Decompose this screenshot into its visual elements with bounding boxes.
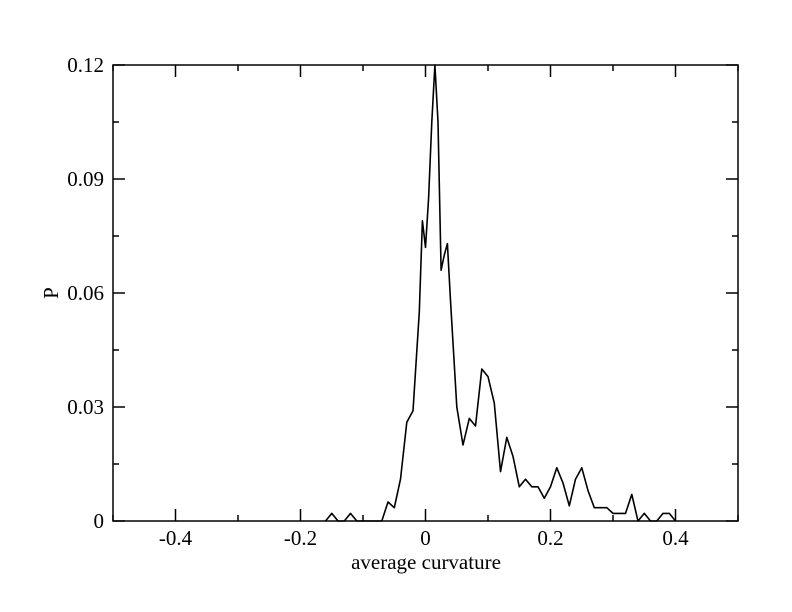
x-tick-label: 0.4 [662, 526, 689, 550]
x-tick-label: -0.4 [159, 526, 193, 550]
y-tick-label: 0.03 [67, 395, 104, 419]
y-tick-label: 0.09 [67, 167, 104, 191]
x-tick-label: 0 [420, 526, 431, 550]
y-tick-label: 0.12 [67, 53, 104, 77]
x-tick-label: -0.2 [284, 526, 317, 550]
y-tick-label: 0 [94, 509, 105, 533]
plot-frame [112, 64, 739, 522]
series-line [324, 64, 677, 522]
y-tick-label: 0.06 [67, 281, 104, 305]
axis-ticks [112, 64, 739, 522]
x-tick-label: 0.2 [537, 526, 563, 550]
x-axis-label: average curvature [351, 550, 501, 574]
axis-tick-labels: -0.4 -0.2 0 0.2 0.4 0 0.03 0.06 0.09 0.12 [67, 53, 689, 550]
y-axis-label: P [39, 287, 63, 299]
